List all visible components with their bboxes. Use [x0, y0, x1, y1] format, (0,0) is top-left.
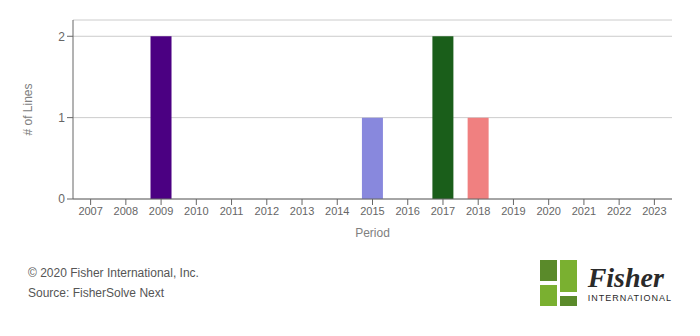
svg-text:2008: 2008	[114, 205, 138, 217]
svg-text:1: 1	[58, 111, 65, 125]
svg-text:2023: 2023	[642, 205, 666, 217]
html-text:Fisher: Fisher	[587, 262, 664, 293]
svg-text:2013: 2013	[290, 205, 314, 217]
svg-text:Period: Period	[355, 226, 390, 240]
svg-text:2017: 2017	[431, 205, 455, 217]
svg-text:2018: 2018	[466, 205, 490, 217]
svg-text:0: 0	[58, 192, 65, 206]
svg-text:2022: 2022	[607, 205, 631, 217]
svg-text:2011: 2011	[220, 205, 244, 217]
html-text:INTERNATIONAL: INTERNATIONAL	[587, 293, 672, 303]
svg-text:2012: 2012	[255, 205, 279, 217]
svg-text:2007: 2007	[78, 205, 102, 217]
html-text:Source: FisherSolve Next: Source: FisherSolve Next	[28, 286, 165, 300]
svg-text:2: 2	[58, 30, 65, 44]
svg-text:2016: 2016	[395, 205, 419, 217]
svg-text:2020: 2020	[536, 205, 560, 217]
svg-text:2021: 2021	[572, 205, 596, 217]
svg-text:2014: 2014	[325, 205, 349, 217]
svg-text:2015: 2015	[360, 205, 384, 217]
svg-text:# of Lines: # of Lines	[21, 83, 35, 135]
svg-text:2010: 2010	[184, 205, 208, 217]
svg-text:2019: 2019	[501, 205, 525, 217]
html-text:© 2020 Fisher International, I: © 2020 Fisher International, Inc.	[28, 266, 199, 280]
svg-text:2009: 2009	[149, 205, 173, 217]
